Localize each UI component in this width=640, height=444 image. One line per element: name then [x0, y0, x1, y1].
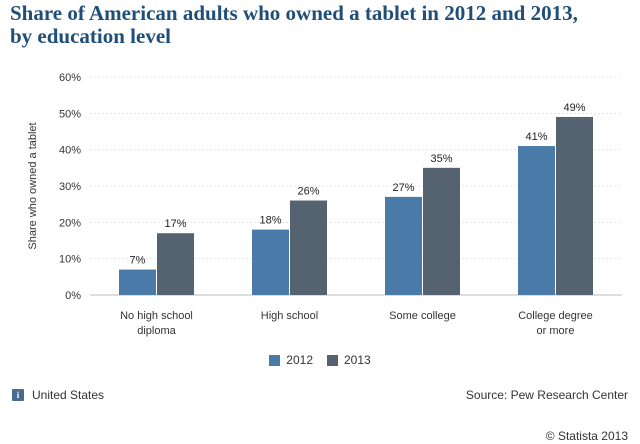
x-tick-label: College degree	[518, 310, 593, 322]
legend-swatch-2013	[327, 354, 338, 366]
data-label: 41%	[525, 131, 547, 143]
bar-2013[interactable]	[157, 233, 194, 295]
bar-2012[interactable]	[518, 146, 555, 295]
chart-title-line-1: Share of American adults who owned a tab…	[10, 1, 578, 25]
y-axis-ticks: 0% 10% 20% 30% 40% 50% 60%	[59, 72, 81, 302]
y-tick-label: 0%	[65, 290, 81, 302]
region-label: United States	[32, 388, 105, 402]
x-tick-label: or more	[537, 325, 575, 337]
data-label: 17%	[164, 218, 186, 230]
data-label: 18%	[259, 215, 281, 227]
bar-2013[interactable]	[556, 116, 593, 295]
x-tick-label: Some college	[389, 310, 456, 322]
bars	[119, 116, 593, 295]
bar-2012[interactable]	[385, 196, 422, 295]
legend-item-2013[interactable]: 2013	[327, 353, 371, 367]
data-label: 49%	[563, 102, 585, 114]
y-tick-label: 20%	[59, 217, 81, 229]
copyright-label[interactable]: © Statista 2013	[545, 429, 628, 443]
y-tick-label: 40%	[59, 145, 81, 157]
chart-title: Share of American adults who owned a tab…	[10, 2, 635, 48]
x-tick-label: No high school	[120, 310, 193, 322]
legend-item-2012[interactable]: 2012	[269, 353, 313, 367]
bar-2012[interactable]	[119, 269, 156, 295]
y-tick-label: 10%	[59, 254, 81, 266]
bar-2013[interactable]	[290, 200, 327, 295]
y-tick-label: 60%	[59, 72, 81, 84]
y-tick-label: 50%	[59, 108, 81, 120]
chart-title-line-2: by education level	[10, 24, 171, 48]
data-label: 35%	[430, 153, 452, 165]
region-info[interactable]: i United States	[12, 388, 104, 402]
legend-label-2012: 2012	[286, 353, 313, 367]
bar-2012[interactable]	[252, 229, 289, 295]
y-axis-label: Share who owned a tablet	[27, 122, 39, 249]
bar-2013[interactable]	[423, 167, 460, 295]
bar-chart: 0% 10% 20% 30% 40% 50% 60% Share who owned a t…	[27, 72, 622, 337]
source-label[interactable]: Source: Pew Research Center	[465, 388, 628, 402]
x-tick-label: diploma	[137, 325, 176, 337]
legend-swatch-2012	[269, 354, 281, 366]
legend: 2012 2013	[0, 353, 640, 367]
data-labels: 7% 17% 18% 26% 27% 35% 41% 49%	[130, 102, 586, 267]
data-label: 27%	[392, 182, 414, 194]
info-icon[interactable]: i	[12, 389, 24, 401]
legend-label-2013: 2013	[344, 353, 371, 367]
data-label: 26%	[297, 186, 319, 198]
data-label: 7%	[130, 255, 146, 267]
y-tick-label: 30%	[59, 181, 81, 193]
x-tick-label: High school	[261, 310, 318, 322]
x-axis-ticks: No high school diploma High school Some col…	[120, 310, 593, 337]
